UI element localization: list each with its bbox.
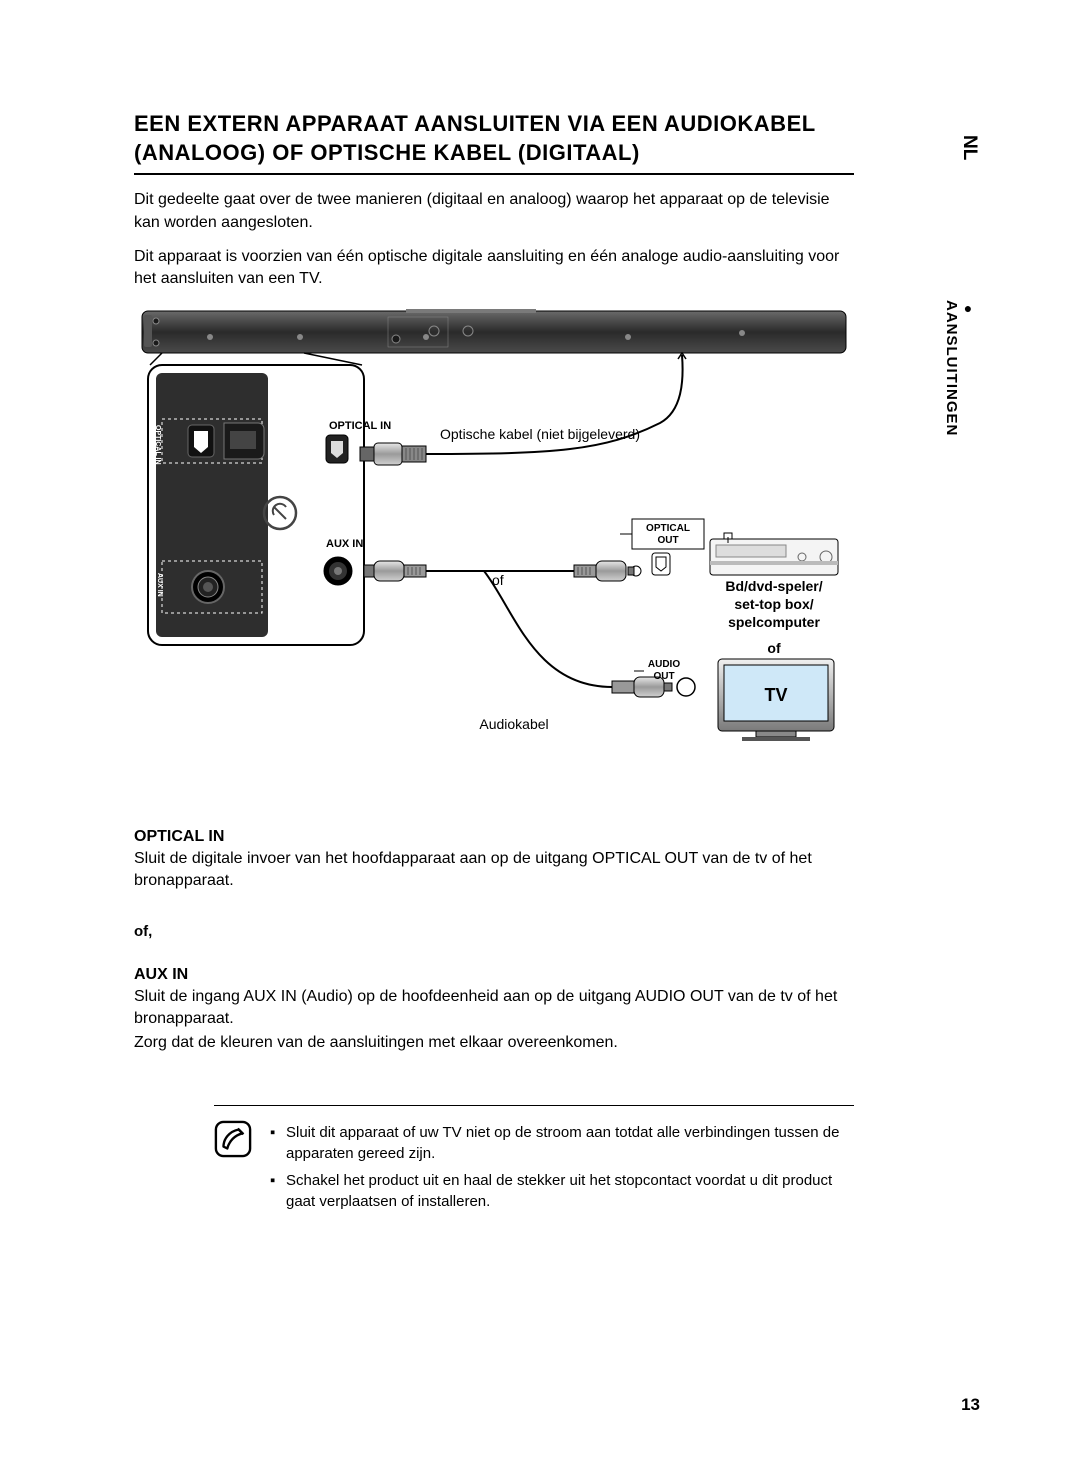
label-optical-in-port: OPTICAL IN	[154, 425, 161, 465]
note-item: Schakel het product uit en haal de stekk…	[270, 1170, 854, 1212]
title-line1: EEN EXTERN APPARAAT AANSLUITEN VIA EEN A…	[134, 111, 816, 136]
section-aux-heading: AUX IN	[134, 966, 854, 984]
section-aux-text-1: Sluit de ingang AUX IN (Audio) op de hoo…	[134, 986, 854, 1031]
page-number: 13	[961, 1395, 980, 1415]
page-title: EEN EXTERN APPARAAT AANSLUITEN VIA EEN A…	[134, 110, 854, 167]
label-or-1: of	[492, 572, 504, 588]
note-item: Sluit dit apparaat of uw TV niet op de s…	[270, 1122, 854, 1164]
label-device-1: Bd/dvd-speler/	[725, 578, 822, 594]
label-device-3: spelcomputer	[728, 614, 820, 630]
title-rule	[134, 173, 854, 175]
aux-plug-icon	[364, 561, 426, 581]
label-optical-in: OPTICAL IN	[329, 420, 391, 432]
label-device-2: set-top box/	[734, 596, 813, 612]
label-aux-in-port: AUX IN	[156, 573, 163, 597]
section-aux-text-2: Zorg dat de kleuren van de aansluitingen…	[134, 1032, 854, 1054]
or-separator: of,	[134, 923, 854, 940]
connection-diagram: OPTICAL IN AUX IN OPTICAL IN	[134, 309, 854, 757]
label-optical-out: OPTICAL	[646, 523, 690, 534]
side-section-label: AANSLUITINGEN	[943, 300, 976, 436]
svg-text:OUT: OUT	[653, 671, 674, 682]
title-line2: (ANALOOG) OF OPTISCHE KABEL (DIGITAAL)	[134, 140, 640, 165]
label-tv: TV	[764, 685, 787, 705]
label-audio-cable: Audiokabel	[479, 716, 548, 732]
side-language-code: NL	[958, 135, 980, 160]
label-or-2: of	[767, 640, 781, 656]
note-icon	[214, 1120, 252, 1158]
main-content: EEN EXTERN APPARAAT AANSLUITEN VIA EEN A…	[134, 110, 854, 1218]
notes-block: Sluit dit apparaat of uw TV niet op de s…	[214, 1105, 854, 1218]
label-optical-cable: Optische kabel (niet bijgeleverd)	[440, 426, 640, 442]
label-audio-out: AUDIO	[648, 659, 680, 670]
optical-plug-icon	[360, 443, 426, 465]
notes-list: Sluit dit apparaat of uw TV niet op de s…	[270, 1122, 854, 1218]
intro-paragraph-1: Dit gedeelte gaat over de twee manieren …	[134, 189, 854, 234]
svg-text:OUT: OUT	[657, 535, 678, 546]
section-optical-text: Sluit de digitale invoer van het hoofdap…	[134, 848, 854, 893]
section-optical-heading: OPTICAL IN	[134, 828, 854, 846]
label-aux-in: AUX IN	[326, 538, 363, 550]
intro-paragraph-2: Dit apparaat is voorzien van één optisch…	[134, 246, 854, 291]
